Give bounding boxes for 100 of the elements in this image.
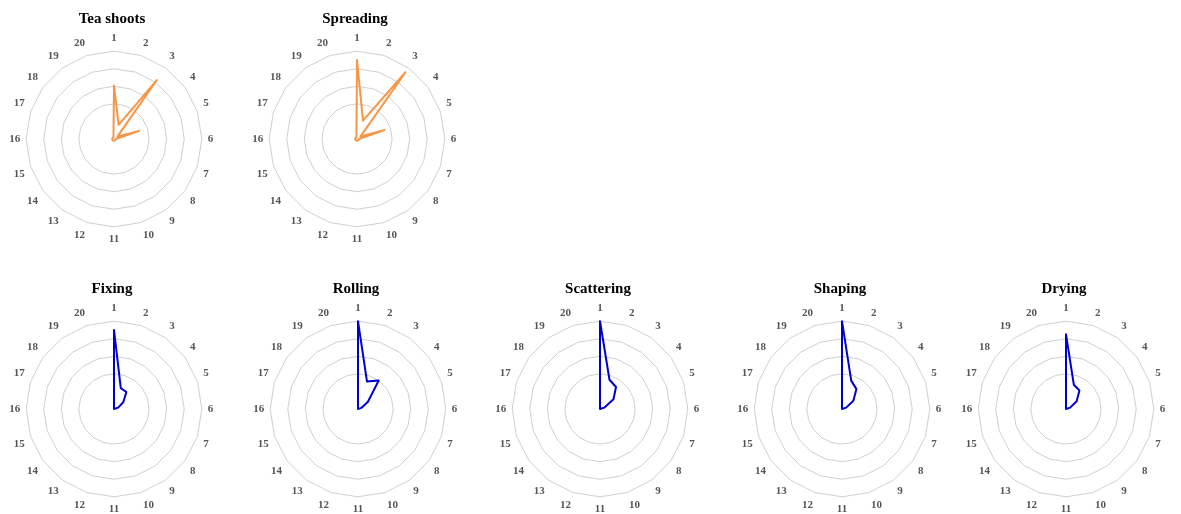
spoke-label: 12 — [74, 227, 86, 240]
spoke-label: 5 — [931, 366, 938, 379]
spoke-label: 13 — [47, 484, 60, 497]
spoke-label: 1 — [355, 301, 361, 314]
spoke-label: 19 — [999, 319, 1012, 332]
spoke-label: 2 — [142, 36, 149, 49]
spoke-label: 9 — [412, 214, 419, 227]
spoke-label: 1 — [597, 301, 603, 314]
spoke-label: 20 — [317, 36, 329, 49]
spoke-label: 1 — [111, 301, 117, 314]
spoke-label: 1 — [1063, 301, 1069, 314]
spoke-label: 12 — [317, 227, 329, 240]
spoke-label: 15 — [13, 437, 26, 450]
spoke-label: 2 — [870, 306, 877, 319]
spoke-label: 1 — [839, 301, 845, 314]
spoke-label: 11 — [1060, 502, 1072, 514]
spoke-label: 4 — [189, 70, 196, 83]
chart-title: Spreading — [322, 9, 389, 26]
spoke-label: 17 — [741, 366, 754, 379]
spoke-label: 18 — [27, 70, 39, 83]
spoke-label: 13 — [47, 214, 60, 227]
spoke-label: 3 — [169, 319, 176, 332]
spoke-label: 17 — [256, 96, 269, 109]
spoke-label: 6 — [693, 401, 700, 414]
spoke-label: 14 — [270, 193, 282, 206]
spoke-label: 3 — [1121, 319, 1128, 332]
spoke-label: 7 — [1155, 437, 1162, 450]
spoke-label: 11 — [351, 232, 363, 245]
spoke-label: 19 — [47, 319, 60, 332]
spoke-label: 15 — [741, 437, 754, 450]
spoke-label: 10 — [1094, 497, 1107, 510]
chart-title: Tea shoots — [78, 9, 146, 26]
spoke-label: 4 — [189, 340, 196, 353]
chart-title: Shaping — [813, 279, 867, 296]
spoke-label: 8 — [675, 463, 682, 476]
spoke-label: 19 — [775, 319, 788, 332]
spoke-label: 13 — [290, 214, 303, 227]
spoke-label: 14 — [979, 463, 991, 476]
spoke-label: 6 — [935, 401, 942, 414]
spoke-label: 4 — [675, 340, 682, 353]
spoke-label: 3 — [412, 49, 419, 62]
spoke-label: 4 — [432, 70, 439, 83]
spoke-label: 16 — [252, 131, 264, 144]
spoke-label: 5 — [447, 366, 454, 379]
spoke-label: 9 — [169, 484, 176, 497]
spoke-label: 4 — [433, 340, 440, 353]
spoke-label: 11 — [352, 502, 364, 514]
spoke-label: 17 — [257, 366, 270, 379]
spoke-label: 3 — [413, 319, 420, 332]
spoke-label: 18 — [27, 340, 39, 353]
spoke-label: 20 — [74, 306, 86, 319]
spoke-label: 13 — [291, 484, 304, 497]
spoke-label: 12 — [802, 497, 814, 510]
chart-title: Drying — [1041, 279, 1087, 296]
spoke-label: 2 — [385, 36, 392, 49]
spoke-label: 20 — [74, 36, 86, 49]
spoke-label: 3 — [169, 49, 176, 62]
spoke-label: 16 — [961, 401, 973, 414]
spoke-label: 8 — [189, 463, 196, 476]
spoke-label: 15 — [256, 167, 269, 180]
spoke-label: 20 — [318, 306, 330, 319]
spoke-label: 7 — [203, 437, 210, 450]
spoke-label: 13 — [533, 484, 546, 497]
spoke-label: 2 — [142, 306, 149, 319]
spoke-label: 10 — [870, 497, 883, 510]
spoke-label: 3 — [655, 319, 662, 332]
spoke-label: 8 — [432, 193, 439, 206]
spoke-label: 6 — [450, 131, 457, 144]
spoke-label: 11 — [108, 232, 120, 245]
spoke-label: 10 — [142, 227, 155, 240]
spoke-label: 9 — [1121, 484, 1128, 497]
spoke-label: 13 — [999, 484, 1012, 497]
chart-title: Fixing — [91, 279, 133, 296]
spoke-label: 4 — [917, 340, 924, 353]
spoke-label: 16 — [253, 401, 265, 414]
spoke-label: 20 — [1026, 306, 1038, 319]
spoke-label: 8 — [1141, 463, 1148, 476]
spoke-label: 19 — [290, 49, 303, 62]
spoke-label: 9 — [169, 214, 176, 227]
spoke-label: 5 — [203, 366, 210, 379]
spoke-label: 5 — [1155, 366, 1162, 379]
spoke-label: 11 — [836, 502, 848, 514]
spoke-label: 12 — [74, 497, 86, 510]
spoke-label: 1 — [111, 31, 117, 44]
spoke-label: 11 — [594, 502, 606, 514]
spoke-label: 2 — [1094, 306, 1101, 319]
spoke-label: 5 — [446, 96, 453, 109]
spoke-label: 10 — [628, 497, 641, 510]
spoke-label: 15 — [13, 167, 26, 180]
spoke-label: 18 — [513, 340, 525, 353]
spoke-label: 17 — [13, 366, 26, 379]
spoke-label: 14 — [513, 463, 525, 476]
spoke-label: 16 — [9, 401, 21, 414]
chart-title: Rolling — [332, 279, 380, 296]
spoke-label: 10 — [142, 497, 155, 510]
spoke-label: 10 — [386, 497, 399, 510]
spoke-label: 16 — [495, 401, 507, 414]
spoke-label: 8 — [433, 463, 440, 476]
spoke-label: 18 — [270, 70, 282, 83]
spoke-label: 7 — [689, 437, 696, 450]
